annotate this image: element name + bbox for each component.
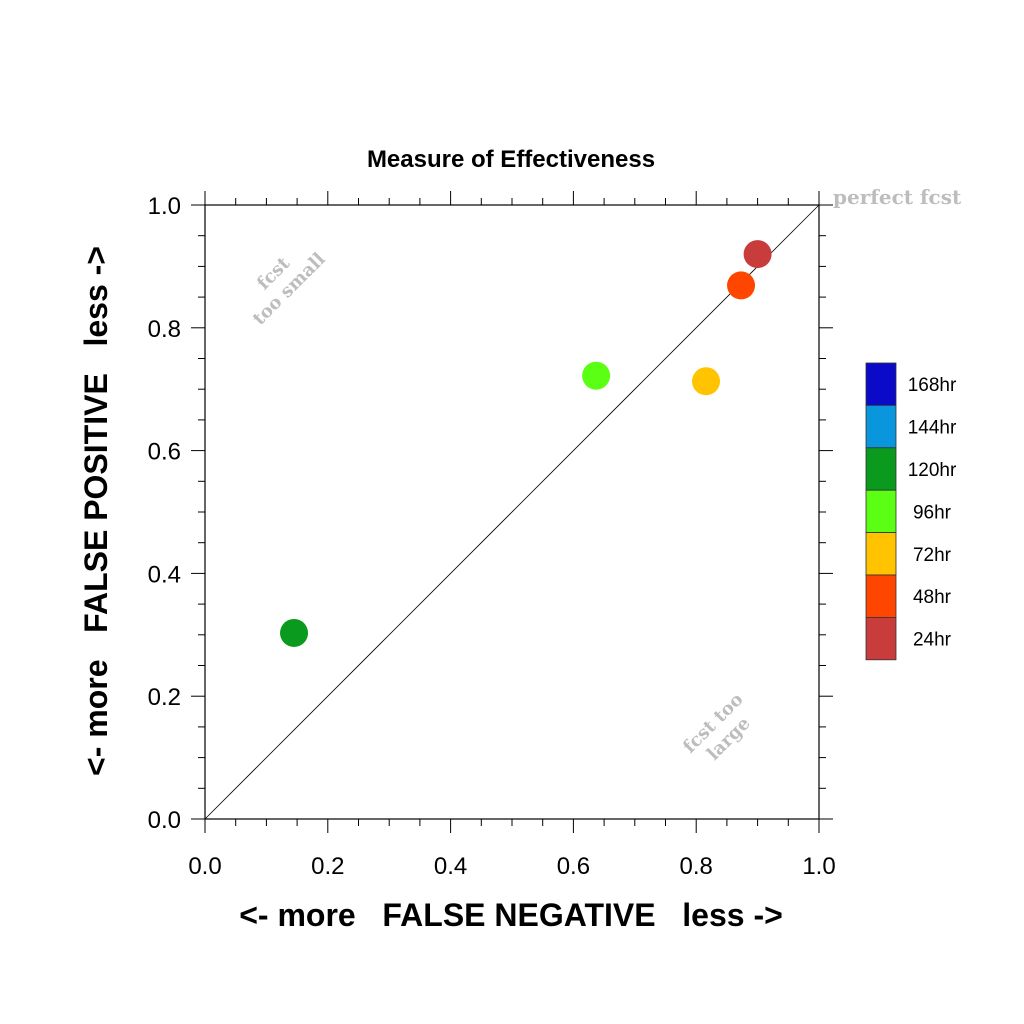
x-tick-label: 0.4 <box>434 853 467 880</box>
too-large-annotation: fcst too large <box>679 689 755 765</box>
point-72hr <box>692 367 721 396</box>
too-small-line2: too small <box>249 249 330 330</box>
perfect-forecast-line <box>204 204 820 820</box>
y-tick-label: 0.6 <box>148 439 181 466</box>
legend-swatch-168hr <box>865 362 897 406</box>
legend-swatch-96hr <box>865 489 897 534</box>
legend-label-48hr: 48hr <box>913 587 952 608</box>
legend-swatch-120hr <box>865 447 897 491</box>
y-tick-label: 0.2 <box>148 684 181 711</box>
x-tick-label: 0.8 <box>680 853 713 880</box>
y-axis-label: <- more FALSE POSITIVE less -> <box>78 246 114 776</box>
perfect-forecast-label: perfect fcst <box>833 185 962 209</box>
x-tick-label: 0.0 <box>188 853 221 880</box>
legend: 168hr 144hr 120hr 96hr 72hr 48hr 24hr <box>865 362 957 661</box>
legend-swatch-24hr <box>865 617 897 661</box>
axis-ticks <box>191 191 833 833</box>
x-axis-label: <- more FALSE NEGATIVE less -> <box>239 897 783 933</box>
point-48hr <box>727 271 756 300</box>
legend-swatch-144hr <box>865 404 897 449</box>
legend-swatch-48hr <box>865 574 897 618</box>
too-small-annotation: fcst too small <box>249 249 330 330</box>
y-tick-label: 0.8 <box>148 316 181 343</box>
data-points <box>280 240 772 647</box>
chart-title: Measure of Effectiveness <box>367 146 655 173</box>
legend-label-72hr: 72hr <box>913 545 952 566</box>
legend-label-96hr: 96hr <box>913 502 952 523</box>
x-tick-label: 0.2 <box>311 853 344 880</box>
point-24hr <box>743 240 772 269</box>
legend-swatch-72hr <box>865 532 897 576</box>
y-tick-label: 1.0 <box>148 193 181 220</box>
legend-label-168hr: 168hr <box>908 375 957 396</box>
axis-tick-labels: 0.0 0.2 0.4 0.6 0.8 1.0 0.0 0.2 0.4 0.6 0.8 1.0 <box>148 193 836 880</box>
point-120hr <box>280 618 309 647</box>
legend-label-120hr: 120hr <box>908 460 957 481</box>
x-tick-label: 0.6 <box>557 853 590 880</box>
legend-label-24hr: 24hr <box>913 630 952 651</box>
y-tick-label: 0.4 <box>148 561 181 588</box>
point-96hr <box>582 361 611 390</box>
legend-label-144hr: 144hr <box>908 418 957 439</box>
y-tick-label: 0.0 <box>148 807 181 834</box>
x-tick-label: 1.0 <box>802 853 835 880</box>
